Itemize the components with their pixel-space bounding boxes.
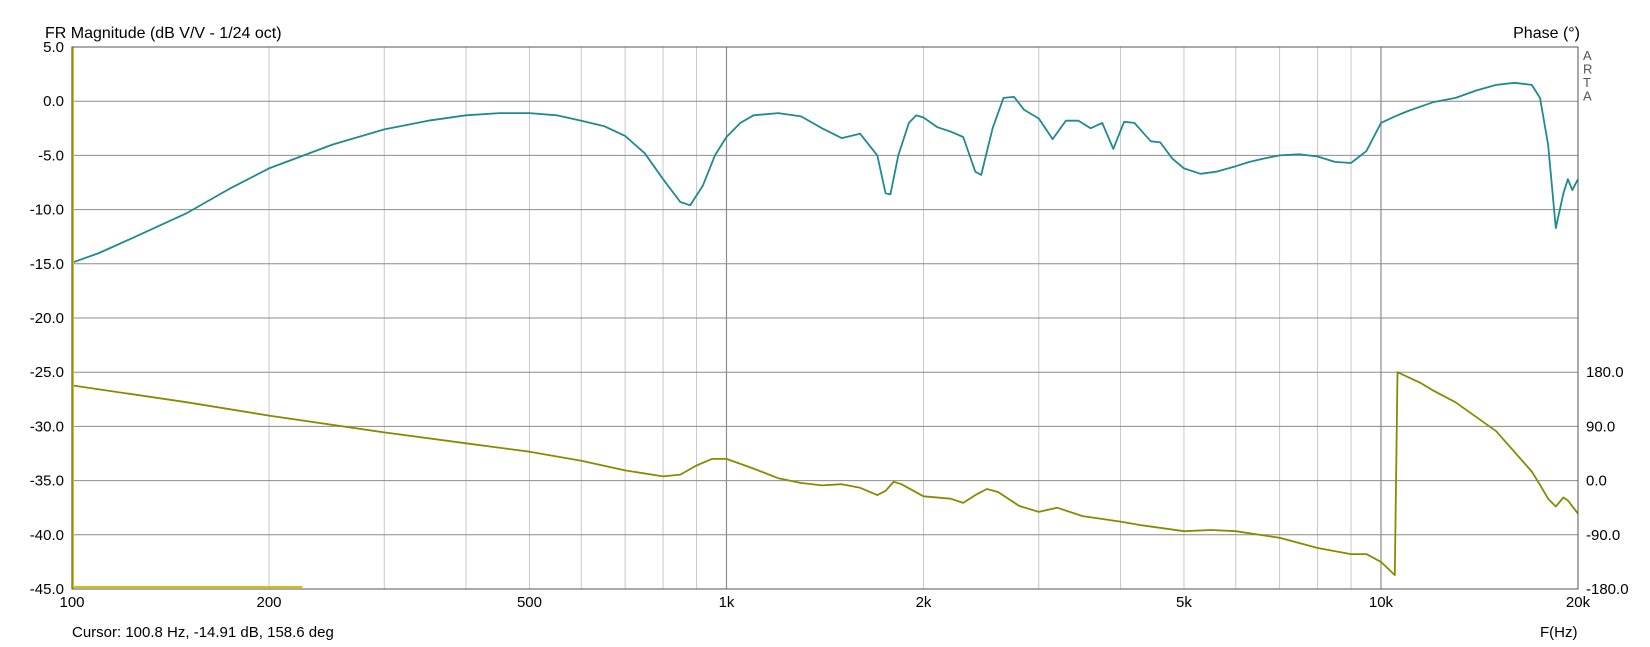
x-tick-label: 20k — [1566, 594, 1591, 611]
x-tick-label: 100 — [59, 594, 84, 611]
phase-axis-title: Phase (°) — [1513, 25, 1580, 42]
x-tick-label: 1k — [719, 594, 735, 611]
y-tick-label: -25.0 — [30, 364, 64, 381]
y-tick-label: 5.0 — [43, 39, 64, 56]
y-tick-label: 0.0 — [43, 93, 64, 110]
y2-tick-label: 0.0 — [1586, 473, 1607, 490]
y-tick-label: -15.0 — [30, 256, 64, 273]
watermark-letter: A — [1583, 48, 1592, 63]
y-tick-label: -40.0 — [30, 527, 64, 544]
chart-title: FR Magnitude (dB V/V - 1/24 oct) — [45, 25, 282, 42]
x-tick-label: 2k — [916, 594, 932, 611]
y-tick-label: -20.0 — [30, 310, 64, 327]
x-axis-label: F(Hz) — [1540, 624, 1578, 641]
cursor-readout: Cursor: 100.8 Hz, -14.91 dB, 158.6 deg — [72, 624, 334, 641]
plot-frame — [71, 46, 1579, 590]
x-tick-label: 10k — [1369, 594, 1394, 611]
y-tick-labels: 5.0 0.0 -5.0 -10.0 -15.0 -20.0 -25.0 -30.0 -35.0… — [30, 39, 64, 598]
x-tick-label: 200 — [257, 594, 282, 611]
y2-tick-label: 90.0 — [1586, 418, 1615, 435]
y-tick-label: -5.0 — [38, 147, 64, 164]
y2-tick-label: -180.0 — [1586, 581, 1629, 598]
series-group — [71, 81, 1579, 576]
watermark-letter: A — [1583, 89, 1592, 104]
y-tick-label: -35.0 — [30, 473, 64, 490]
y2-tick-label: 180.0 — [1586, 364, 1624, 381]
y-tick-label: -30.0 — [30, 418, 64, 435]
cursor-lines — [72, 47, 303, 589]
y-tick-label: -45.0 — [30, 581, 64, 598]
y2-tick-label: -90.0 — [1586, 527, 1620, 544]
y-tick-label: -10.0 — [30, 202, 64, 219]
x-tick-label: 500 — [517, 594, 542, 611]
y2-tick-labels: 180.0 90.0 0.0 -90.0 -180.0 — [1586, 364, 1629, 598]
watermark-letter: R — [1583, 62, 1592, 77]
phase-series-line — [71, 371, 1579, 576]
x-tick-labels: 100 200 500 1k 2k 5k 10k 20k — [59, 594, 1590, 611]
magnitude-series-line — [71, 81, 1579, 264]
x-tick-label: 5k — [1176, 594, 1192, 611]
watermark-letter: T — [1583, 75, 1591, 90]
